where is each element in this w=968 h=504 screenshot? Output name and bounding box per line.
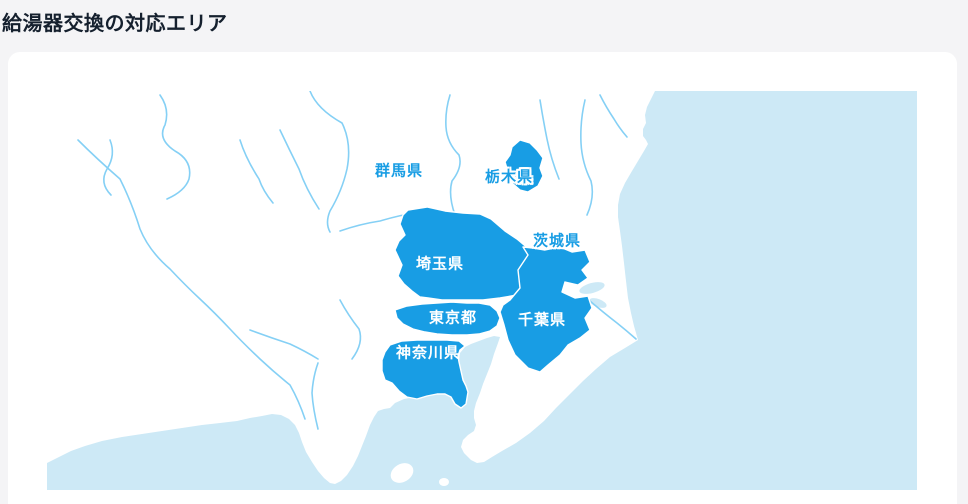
region-fill-kanagawa xyxy=(381,339,469,409)
border-nagano-diagonal xyxy=(77,139,306,420)
region-fill-tochigi-partial xyxy=(504,139,544,193)
river-tone-east xyxy=(589,300,637,340)
border-yamanashi-shizuoka xyxy=(249,329,319,360)
border-yamanashi-kanagawa xyxy=(339,299,362,360)
river-gunma-2 xyxy=(239,139,274,204)
service-regions xyxy=(381,139,593,409)
region-fill-tokyo xyxy=(394,301,501,336)
land-shape xyxy=(47,91,655,484)
border-northwest xyxy=(159,94,191,200)
lake-kitaura xyxy=(589,298,607,308)
region-fill-saitama xyxy=(394,206,546,301)
river-fuji xyxy=(311,362,319,430)
region-fill-chiba-south-ibaraki xyxy=(499,246,593,373)
izu-oshima-island xyxy=(390,463,414,483)
river-naka xyxy=(599,94,628,138)
page-title: 給湯器交換の対応エリア xyxy=(2,11,228,35)
border-niigata xyxy=(103,139,114,196)
map-svg xyxy=(47,91,917,490)
label-ibaraki: 茨城県 xyxy=(532,231,582,250)
river-gunma-1 xyxy=(279,129,320,210)
label-kanagawa: 神奈川県 xyxy=(395,343,461,362)
label-saitama: 埼玉県 xyxy=(415,254,465,273)
small-island xyxy=(439,478,449,486)
label-tokyo: 東京都 xyxy=(428,308,478,327)
border-gunma-tochigi xyxy=(445,94,461,216)
border-tochigi-ibaraki xyxy=(580,99,594,216)
map-panel: 群馬県 栃木県 茨城県 埼玉県 東京都 千葉県 神奈川県 xyxy=(8,52,957,504)
lake-kasumigaura xyxy=(579,282,605,294)
label-gunma: 群馬県 xyxy=(374,161,424,180)
border-gunma-west xyxy=(309,91,350,233)
kanto-service-area-map: 群馬県 栃木県 茨城県 埼玉県 東京都 千葉県 神奈川県 xyxy=(47,91,917,490)
river-kinu xyxy=(539,99,560,180)
label-tochigi: 栃木県 xyxy=(484,167,534,186)
label-chiba: 千葉県 xyxy=(517,310,567,329)
